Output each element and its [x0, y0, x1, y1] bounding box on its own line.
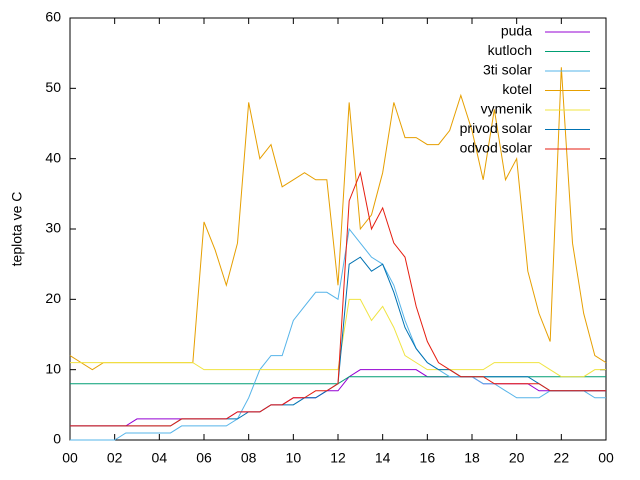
- series-line: [70, 227, 606, 441]
- series-line: [70, 170, 606, 427]
- x-tick-label: 20: [509, 450, 525, 466]
- x-tick-label: 14: [375, 450, 391, 466]
- y-tick-label: 10: [45, 360, 61, 376]
- x-tick-label: 04: [152, 450, 168, 466]
- y-tick-label: 0: [53, 431, 61, 447]
- y-tick-label: 60: [45, 9, 61, 25]
- series-line: [70, 298, 606, 378]
- x-tick-label: 16: [420, 450, 436, 466]
- x-tick-label: 10: [286, 450, 302, 466]
- x-tick-label: 22: [554, 450, 570, 466]
- legend-label: 3ti solar: [483, 62, 532, 78]
- legend-label: kutloch: [488, 42, 532, 58]
- x-tick-label: 12: [330, 450, 346, 466]
- y-tick-label: 20: [45, 290, 61, 306]
- y-tick-label: 30: [45, 220, 61, 236]
- legend-label: puda: [501, 23, 532, 39]
- y-tick-label: 50: [45, 79, 61, 95]
- x-tick-label: 08: [241, 450, 257, 466]
- x-tick-label: 00: [62, 450, 78, 466]
- x-tick-label: 18: [464, 450, 480, 466]
- legend-label: kotel: [502, 81, 532, 97]
- legend-label: privod solar: [460, 120, 533, 136]
- legend-label: vymenik: [481, 101, 533, 117]
- y-axis-label: teplota ve C: [9, 192, 25, 267]
- x-tick-label: 00: [598, 450, 614, 466]
- x-tick-label: 06: [196, 450, 212, 466]
- y-tick-label: 40: [45, 149, 61, 165]
- legend-label: odvod solar: [460, 140, 533, 156]
- x-tick-label: 02: [107, 450, 123, 466]
